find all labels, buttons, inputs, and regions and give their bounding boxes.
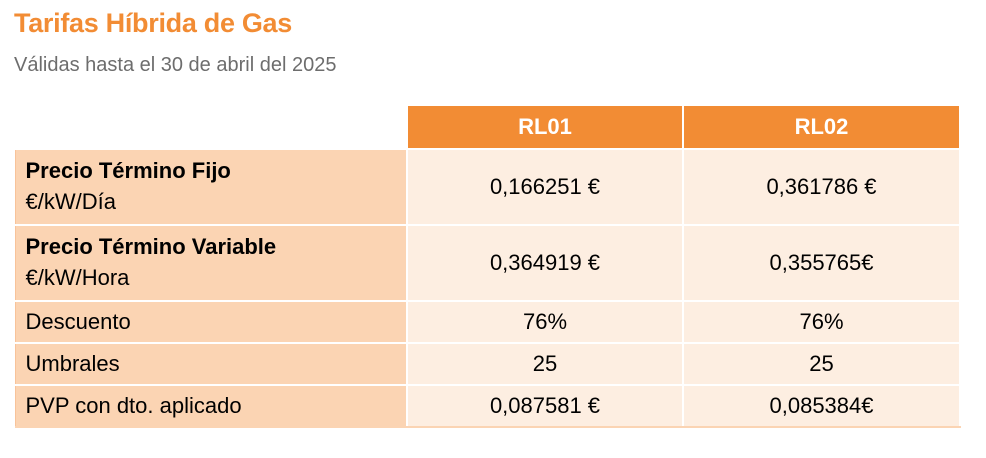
row-label: Precio Término Fijo [25, 158, 231, 183]
table-row: Descuento 76% 76% [14, 300, 961, 344]
value-cell-rl02: 25 [682, 342, 961, 386]
row-label-cell: Descuento [14, 300, 408, 344]
row-label: Precio Término Variable [25, 234, 277, 259]
table-row: Precio Término Fijo €/kW/Día 0,166251 € … [14, 148, 961, 226]
column-header-rl01: RL01 [406, 104, 684, 150]
page-subtitle: Válidas hasta el 30 de abril del 2025 [14, 54, 337, 76]
value-cell-rl02: 0,361786 € [682, 148, 961, 226]
value-cell-rl01: 0,364919 € [406, 224, 684, 302]
value-cell-rl02: 0,085384€ [682, 384, 961, 428]
value-cell-rl02: 0,355765€ [682, 224, 961, 302]
row-label: Descuento [25, 309, 131, 334]
value-cell-rl01: 25 [406, 342, 684, 386]
table-row: Umbrales 25 25 [14, 342, 961, 386]
table-row: PVP con dto. aplicado 0,087581 € 0,08538… [14, 384, 961, 428]
header-empty-cell [14, 104, 408, 150]
row-unit: €/kW/Día [25, 189, 116, 214]
tariff-table: RL01 RL02 Precio Término Fijo €/kW/Día 0… [14, 104, 961, 428]
row-label: PVP con dto. aplicado [25, 393, 242, 418]
value-cell-rl01: 0,166251 € [406, 148, 684, 226]
row-unit: €/kW/Hora [25, 265, 130, 290]
value-cell-rl02: 76% [682, 300, 961, 344]
row-label-cell: PVP con dto. aplicado [14, 384, 408, 428]
row-label-cell: Precio Término Fijo €/kW/Día [14, 148, 408, 226]
row-label-cell: Precio Término Variable €/kW/Hora [14, 224, 408, 302]
value-cell-rl01: 76% [406, 300, 684, 344]
page-title: Tarifas Híbrida de Gas [14, 8, 292, 38]
table-row: Precio Término Variable €/kW/Hora 0,3649… [14, 224, 961, 302]
row-label-cell: Umbrales [14, 342, 408, 386]
table-header-row: RL01 RL02 [14, 104, 961, 150]
value-cell-rl01: 0,087581 € [406, 384, 684, 428]
row-label: Umbrales [25, 351, 120, 376]
column-header-rl02: RL02 [682, 104, 961, 150]
